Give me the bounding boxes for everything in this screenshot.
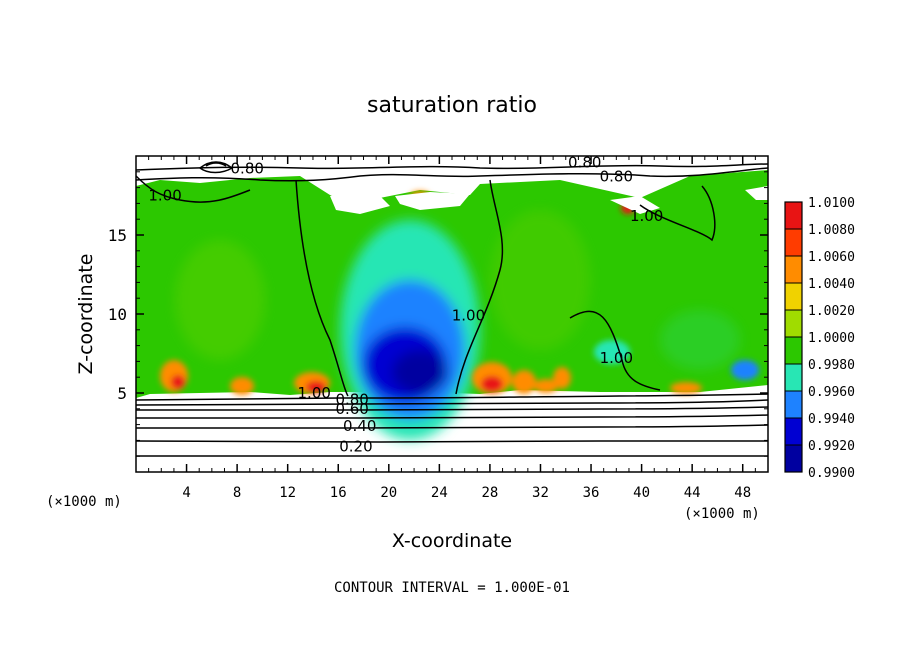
colorbar-swatch (785, 256, 802, 283)
x-axis-ticks: 4 8 12 16 20 24 28 32 36 40 44 48 (148, 156, 756, 501)
colorbar-label: 0.9980 (808, 358, 855, 373)
x-tick-label: 24 (431, 485, 448, 501)
contour-labels: 0.80 0.800.801.001.001.001.001.00 0.800.60… (148, 153, 663, 456)
contour-label: 1.00 (298, 384, 331, 402)
colorbar-label: 1.0080 (808, 223, 855, 238)
contour-label: 1.00 (630, 207, 663, 225)
colorbar-swatch (785, 310, 802, 337)
colorbar-label: 1.0040 (808, 277, 855, 292)
contour-interval-note: CONTOUR INTERVAL = 1.000E-01 (334, 580, 570, 596)
x-unit-left: (×1000 m) (46, 494, 122, 510)
colorbar-swatch (785, 418, 802, 445)
x-tick-label: 12 (279, 485, 296, 501)
contour-label: 0.80 (335, 390, 368, 408)
contour-label: 0.80 (568, 153, 601, 171)
y-axis-label: Z-coordinate (75, 254, 97, 375)
contour-label: 0.40 (343, 417, 376, 435)
contour-lines (136, 161, 768, 457)
x-tick-label: 48 (734, 485, 751, 501)
colorbar-label: 1.0000 (808, 331, 855, 346)
x-tick-label: 40 (633, 485, 650, 501)
colorbar-label: 1.0020 (808, 304, 855, 319)
x-tick-label: 20 (380, 485, 397, 501)
colorbar-label: 0.9920 (808, 439, 855, 454)
x-tick-label: 32 (532, 485, 549, 501)
y-axis-ticks: 5 10 15 (108, 171, 768, 457)
x-axis-label: X-coordinate (392, 530, 512, 552)
x-tick-label: 16 (330, 485, 347, 501)
plot-area (136, 156, 768, 472)
colorbar: 1.0100 1.0080 1.0060 1.0040 1.0020 1.0000 0.99… (784, 196, 855, 481)
y-tick-label: 10 (108, 305, 127, 324)
contour-label: 1.00 (600, 349, 633, 367)
x-tick-label: 8 (233, 485, 241, 501)
x-tick-label: 4 (182, 485, 190, 501)
chart-title: saturation ratio (367, 93, 537, 118)
y-tick-label: 15 (108, 226, 127, 245)
x-tick-label: 28 (481, 485, 498, 501)
colorbar-swatch (785, 445, 802, 472)
contour-label: 1.00 (148, 187, 181, 205)
contour-label: 1.00 (452, 307, 485, 325)
contour-label: 0.60 (335, 400, 368, 418)
colorbar-label: 0.9900 (808, 466, 855, 481)
colorbar-label: 1.0100 (808, 196, 855, 211)
x-tick-label: 44 (684, 485, 701, 501)
colorbar-swatch (785, 229, 802, 256)
colorbar-label: 0.9940 (808, 412, 855, 427)
colorbar-swatch (785, 337, 802, 364)
contour-label: 0.20 (339, 438, 372, 456)
colorbar-swatch (785, 391, 802, 418)
contour-label: 0.80 (600, 168, 633, 186)
x-unit-right: (×1000 m) (684, 506, 760, 522)
colorbar-swatch (785, 202, 802, 229)
colorbar-label: 0.9960 (808, 385, 855, 400)
colorbar-label: 1.0060 (808, 250, 855, 265)
contour-label: 0.80 (231, 160, 264, 178)
colorbar-swatch (785, 364, 802, 391)
y-tick-label: 5 (117, 384, 127, 403)
x-tick-label: 36 (583, 485, 600, 501)
colorbar-swatch (785, 283, 802, 310)
